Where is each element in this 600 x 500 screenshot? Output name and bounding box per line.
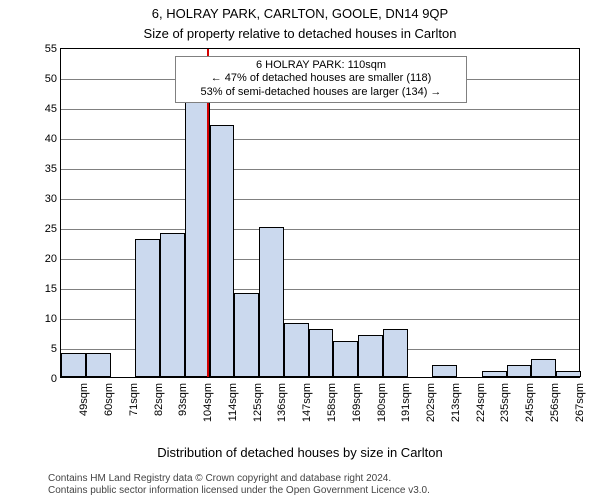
ytick-label: 45: [31, 103, 57, 115]
ytick-label: 55: [31, 43, 57, 55]
ytick-label: 30: [31, 193, 57, 205]
xtick-label: 125sqm: [252, 383, 264, 433]
histogram-bar: [358, 335, 383, 377]
xtick-label: 71sqm: [128, 383, 140, 433]
ytick-label: 50: [31, 73, 57, 85]
ytick-label: 35: [31, 163, 57, 175]
title-subtitle: Size of property relative to detached ho…: [0, 26, 600, 41]
ytick-label: 5: [31, 343, 57, 355]
title-address: 6, HOLRAY PARK, CARLTON, GOOLE, DN14 9QP: [0, 6, 600, 21]
xtick-label: 147sqm: [301, 383, 313, 433]
gridline-h: [61, 169, 579, 170]
ytick-label: 15: [31, 283, 57, 295]
xtick-label: 49sqm: [78, 383, 90, 433]
xtick-label: 60sqm: [103, 383, 115, 433]
gridline-h: [61, 199, 579, 200]
xtick-label: 235sqm: [499, 383, 511, 433]
histogram-bar: [531, 359, 556, 377]
gridline-h: [61, 229, 579, 230]
xtick-label: 169sqm: [351, 383, 363, 433]
annotation-box: 6 HOLRAY PARK: 110sqm← 47% of detached h…: [175, 56, 466, 103]
xtick-label: 82sqm: [153, 383, 165, 433]
histogram-bar: [185, 101, 210, 377]
annotation-line-1: 6 HOLRAY PARK: 110sqm: [180, 59, 461, 73]
histogram-bar: [234, 293, 259, 377]
histogram-bar: [61, 353, 86, 377]
xtick-label: 213sqm: [450, 383, 462, 433]
ytick-label: 10: [31, 313, 57, 325]
histogram-bar: [135, 239, 160, 377]
xtick-label: 114sqm: [227, 383, 239, 433]
footnote: Contains HM Land Registry data © Crown c…: [48, 473, 590, 496]
histogram-bar: [86, 353, 111, 377]
annotation-line-2: ← 47% of detached houses are smaller (11…: [180, 72, 461, 86]
xtick-label: 267sqm: [574, 383, 586, 433]
histogram-bar: [507, 365, 532, 377]
histogram-bar: [309, 329, 334, 377]
footnote-line2: Contains public sector information licen…: [48, 485, 590, 497]
histogram-bar: [160, 233, 185, 377]
histogram-bar: [284, 323, 309, 377]
histogram-bar: [259, 227, 284, 377]
ytick-label: 20: [31, 253, 57, 265]
histogram-bar: [383, 329, 408, 377]
annotation-line-3: 53% of semi-detached houses are larger (…: [180, 86, 461, 100]
xtick-label: 191sqm: [400, 383, 412, 433]
histogram-bar: [556, 371, 581, 377]
histogram-bar: [210, 125, 235, 377]
xtick-label: 158sqm: [326, 383, 338, 433]
histogram-bar: [333, 341, 358, 377]
xtick-label: 93sqm: [177, 383, 189, 433]
ytick-label: 25: [31, 223, 57, 235]
ytick-label: 0: [31, 373, 57, 385]
gridline-h: [61, 109, 579, 110]
xtick-label: 245sqm: [524, 383, 536, 433]
histogram-bar: [482, 371, 507, 377]
xtick-label: 202sqm: [425, 383, 437, 433]
ytick-label: 40: [31, 133, 57, 145]
xtick-label: 104sqm: [202, 383, 214, 433]
histogram-bar: [432, 365, 457, 377]
gridline-h: [61, 139, 579, 140]
xtick-label: 180sqm: [376, 383, 388, 433]
chart-plot-area: 051015202530354045505549sqm60sqm71sqm82s…: [60, 48, 580, 378]
xtick-label: 136sqm: [276, 383, 288, 433]
xtick-label: 256sqm: [549, 383, 561, 433]
xtick-label: 224sqm: [475, 383, 487, 433]
footnote-line1: Contains HM Land Registry data © Crown c…: [48, 473, 590, 485]
x-axis-label: Distribution of detached houses by size …: [0, 445, 600, 460]
